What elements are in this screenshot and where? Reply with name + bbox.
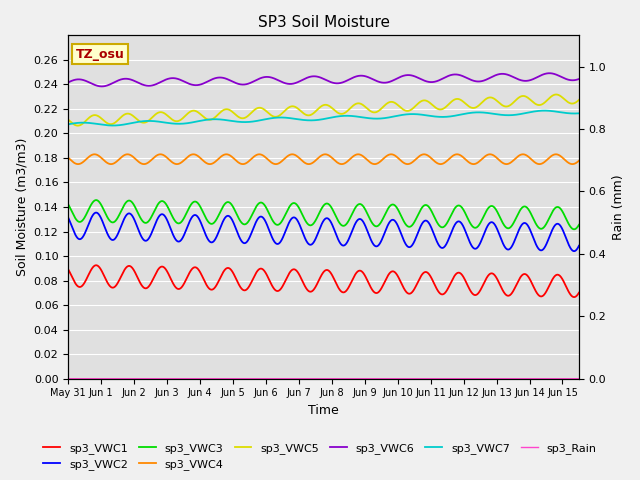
sp3_VWC2 — [92, 210, 100, 216]
sp3_VWC3 — [153, 203, 161, 209]
sp3_VWC1 — [282, 276, 290, 282]
sp3_VWC3 — [282, 210, 290, 216]
Y-axis label: Rain (mm): Rain (mm) — [612, 174, 625, 240]
sp3_VWC1 — [260, 268, 268, 274]
sp3_VWC4 — [260, 154, 268, 159]
Title: SP3 Soil Moisture: SP3 Soil Moisture — [257, 15, 390, 30]
sp3_VWC7 — [282, 115, 290, 120]
sp3_VWC6 — [510, 74, 518, 80]
sp3_VWC5 — [74, 123, 82, 129]
sp3_VWC7 — [541, 108, 548, 113]
Line: sp3_VWC2: sp3_VWC2 — [68, 213, 579, 251]
sp3_VWC2 — [570, 248, 578, 254]
sp3_VWC4 — [565, 160, 573, 166]
sp3_VWC2 — [64, 215, 72, 220]
sp3_VWC2 — [282, 226, 290, 232]
sp3_VWC5 — [575, 97, 583, 103]
sp3_VWC3 — [565, 222, 573, 228]
sp3_VWC4 — [64, 155, 72, 161]
sp3_VWC1 — [570, 294, 578, 300]
sp3_VWC4 — [519, 151, 527, 157]
sp3_VWC2 — [153, 217, 161, 223]
sp3_VWC1 — [92, 263, 100, 268]
sp3_VWC7 — [510, 112, 518, 118]
sp3_Rain — [565, 376, 573, 382]
sp3_VWC5 — [565, 100, 573, 106]
sp3_VWC5 — [123, 111, 131, 117]
sp3_VWC3 — [64, 201, 72, 207]
sp3_VWC3 — [575, 222, 583, 228]
sp3_VWC5 — [64, 117, 72, 122]
sp3_Rain — [510, 376, 518, 382]
sp3_VWC4 — [575, 158, 583, 164]
sp3_VWC1 — [510, 287, 518, 292]
Text: TZ_osu: TZ_osu — [76, 48, 125, 60]
sp3_VWC1 — [575, 290, 583, 296]
sp3_VWC7 — [109, 122, 116, 128]
Line: sp3_VWC1: sp3_VWC1 — [68, 265, 579, 297]
sp3_VWC6 — [565, 77, 573, 83]
sp3_Rain — [260, 376, 268, 382]
X-axis label: Time: Time — [308, 404, 339, 417]
sp3_VWC2 — [123, 212, 131, 218]
sp3_VWC4 — [123, 152, 131, 157]
Line: sp3_VWC4: sp3_VWC4 — [68, 154, 579, 164]
sp3_VWC6 — [98, 84, 106, 89]
sp3_VWC1 — [153, 269, 161, 275]
sp3_VWC3 — [510, 219, 518, 225]
sp3_VWC5 — [282, 107, 290, 112]
sp3_VWC6 — [64, 80, 72, 85]
sp3_VWC7 — [153, 119, 161, 124]
sp3_VWC7 — [565, 110, 573, 116]
sp3_VWC4 — [140, 161, 148, 167]
Line: sp3_VWC5: sp3_VWC5 — [68, 95, 579, 126]
sp3_VWC2 — [510, 239, 518, 245]
sp3_VWC7 — [575, 110, 583, 116]
sp3_VWC4 — [510, 157, 518, 163]
Legend: sp3_VWC1, sp3_VWC2, sp3_VWC3, sp3_VWC4, sp3_VWC5, sp3_VWC6, sp3_VWC7, sp3_Rain: sp3_VWC1, sp3_VWC2, sp3_VWC3, sp3_VWC4, … — [39, 438, 601, 474]
sp3_VWC5 — [552, 92, 560, 97]
sp3_VWC6 — [575, 76, 583, 82]
sp3_VWC1 — [64, 266, 72, 272]
sp3_VWC3 — [123, 199, 131, 204]
sp3_VWC7 — [260, 117, 268, 122]
sp3_VWC6 — [282, 81, 290, 86]
sp3_Rain — [153, 376, 161, 382]
sp3_VWC5 — [510, 99, 518, 105]
Line: sp3_VWC7: sp3_VWC7 — [68, 110, 579, 125]
sp3_VWC7 — [123, 121, 131, 127]
sp3_Rain — [123, 376, 131, 382]
sp3_VWC6 — [260, 74, 268, 80]
sp3_VWC4 — [153, 153, 161, 158]
Line: sp3_VWC6: sp3_VWC6 — [68, 73, 579, 86]
sp3_Rain — [282, 376, 290, 382]
sp3_VWC2 — [565, 242, 573, 248]
sp3_VWC6 — [546, 71, 554, 76]
sp3_VWC3 — [92, 197, 100, 203]
sp3_VWC1 — [123, 264, 131, 270]
sp3_VWC7 — [64, 121, 72, 127]
sp3_VWC4 — [282, 154, 290, 160]
sp3_VWC5 — [153, 110, 161, 116]
Y-axis label: Soil Moisture (m3/m3): Soil Moisture (m3/m3) — [15, 138, 28, 276]
sp3_VWC6 — [153, 81, 161, 87]
sp3_VWC3 — [260, 202, 268, 207]
sp3_Rain — [575, 376, 583, 382]
Line: sp3_VWC3: sp3_VWC3 — [68, 200, 579, 229]
sp3_VWC2 — [260, 216, 268, 222]
sp3_VWC5 — [260, 107, 268, 112]
sp3_VWC2 — [575, 243, 583, 249]
sp3_VWC6 — [123, 76, 131, 82]
sp3_VWC1 — [565, 289, 573, 295]
sp3_Rain — [64, 376, 72, 382]
sp3_VWC3 — [570, 227, 578, 232]
